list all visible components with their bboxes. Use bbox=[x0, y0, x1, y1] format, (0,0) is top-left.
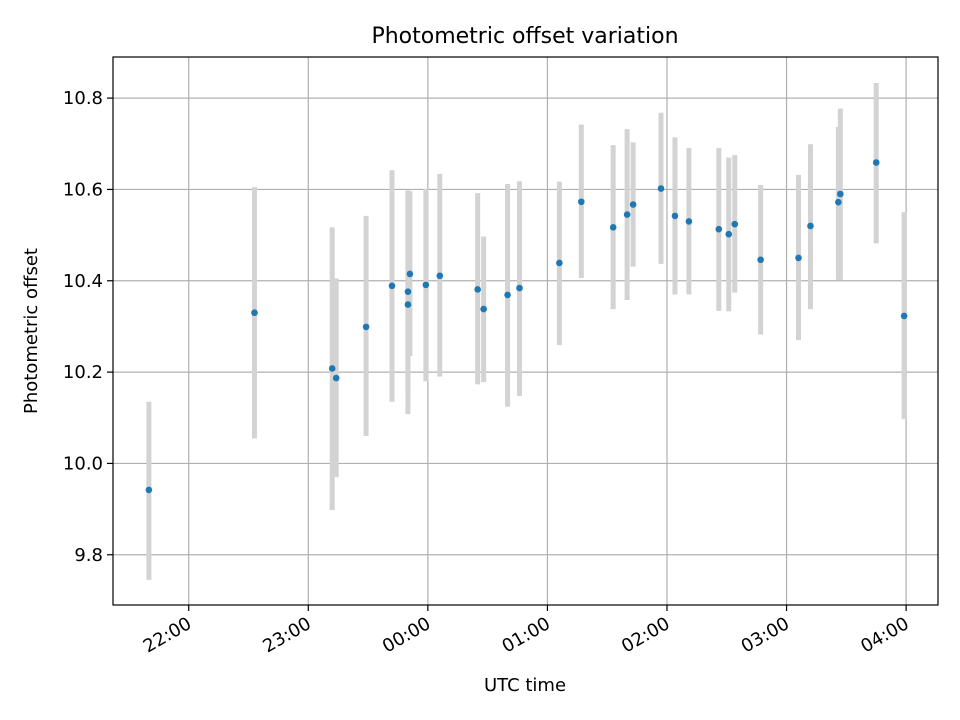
data-point bbox=[404, 301, 412, 308]
data-point bbox=[685, 218, 693, 225]
y-tick-label: 10.0 bbox=[63, 453, 103, 474]
x-tick-label: 04:00 bbox=[857, 613, 912, 657]
data-point bbox=[725, 230, 733, 238]
data-point bbox=[757, 256, 764, 264]
data-point bbox=[657, 185, 665, 192]
data-point bbox=[474, 286, 481, 293]
y-tick-label: 10.4 bbox=[63, 271, 103, 292]
data-point bbox=[900, 312, 908, 320]
data-point bbox=[332, 374, 340, 382]
data-point bbox=[837, 190, 844, 198]
y-axis: 9.8 10.0 10.2 10.4 10.6 10.8 bbox=[63, 88, 113, 566]
data-point bbox=[609, 224, 617, 231]
data-point bbox=[404, 288, 412, 296]
x-tick-label: 02:00 bbox=[618, 613, 673, 657]
x-tick-label: 23:00 bbox=[259, 613, 314, 657]
data-points bbox=[145, 159, 908, 494]
data-point bbox=[795, 254, 802, 262]
data-point bbox=[731, 220, 739, 228]
data-point bbox=[388, 282, 396, 290]
data-point bbox=[251, 309, 258, 317]
data-point bbox=[422, 281, 430, 289]
y-axis-label: Photometric offset bbox=[21, 248, 42, 414]
y-tick-label: 10.6 bbox=[63, 179, 103, 200]
error-bars bbox=[146, 83, 907, 580]
data-point bbox=[807, 222, 814, 230]
x-tick-label: 22:00 bbox=[140, 613, 195, 657]
data-point bbox=[145, 486, 153, 494]
chart-title: Photometric offset variation bbox=[371, 24, 678, 49]
data-point bbox=[556, 259, 563, 267]
x-tick-label: 03:00 bbox=[738, 613, 793, 657]
data-point bbox=[436, 272, 444, 280]
data-point bbox=[328, 365, 336, 372]
x-tick-label: 00:00 bbox=[379, 613, 434, 657]
y-tick-label: 9.8 bbox=[74, 545, 103, 566]
data-point bbox=[480, 305, 487, 313]
grid bbox=[113, 57, 938, 605]
data-point bbox=[406, 270, 414, 278]
y-tick-label: 10.8 bbox=[63, 88, 103, 109]
data-point bbox=[629, 201, 637, 208]
data-point bbox=[835, 198, 842, 206]
x-tick-label: 01:00 bbox=[498, 613, 553, 657]
data-point bbox=[872, 159, 880, 166]
plot-frame bbox=[112, 56, 939, 606]
data-point bbox=[715, 225, 723, 233]
data-point bbox=[516, 284, 523, 292]
data-point bbox=[671, 212, 679, 220]
data-point bbox=[362, 323, 370, 331]
x-axis: 22:00 23:00 00:00 01:00 02:00 03:00 04:00 bbox=[140, 605, 913, 657]
data-point bbox=[577, 198, 585, 206]
x-axis-label: UTC time bbox=[484, 675, 566, 696]
y-tick-label: 10.2 bbox=[63, 362, 103, 383]
data-point bbox=[623, 211, 631, 218]
data-point bbox=[504, 291, 511, 299]
